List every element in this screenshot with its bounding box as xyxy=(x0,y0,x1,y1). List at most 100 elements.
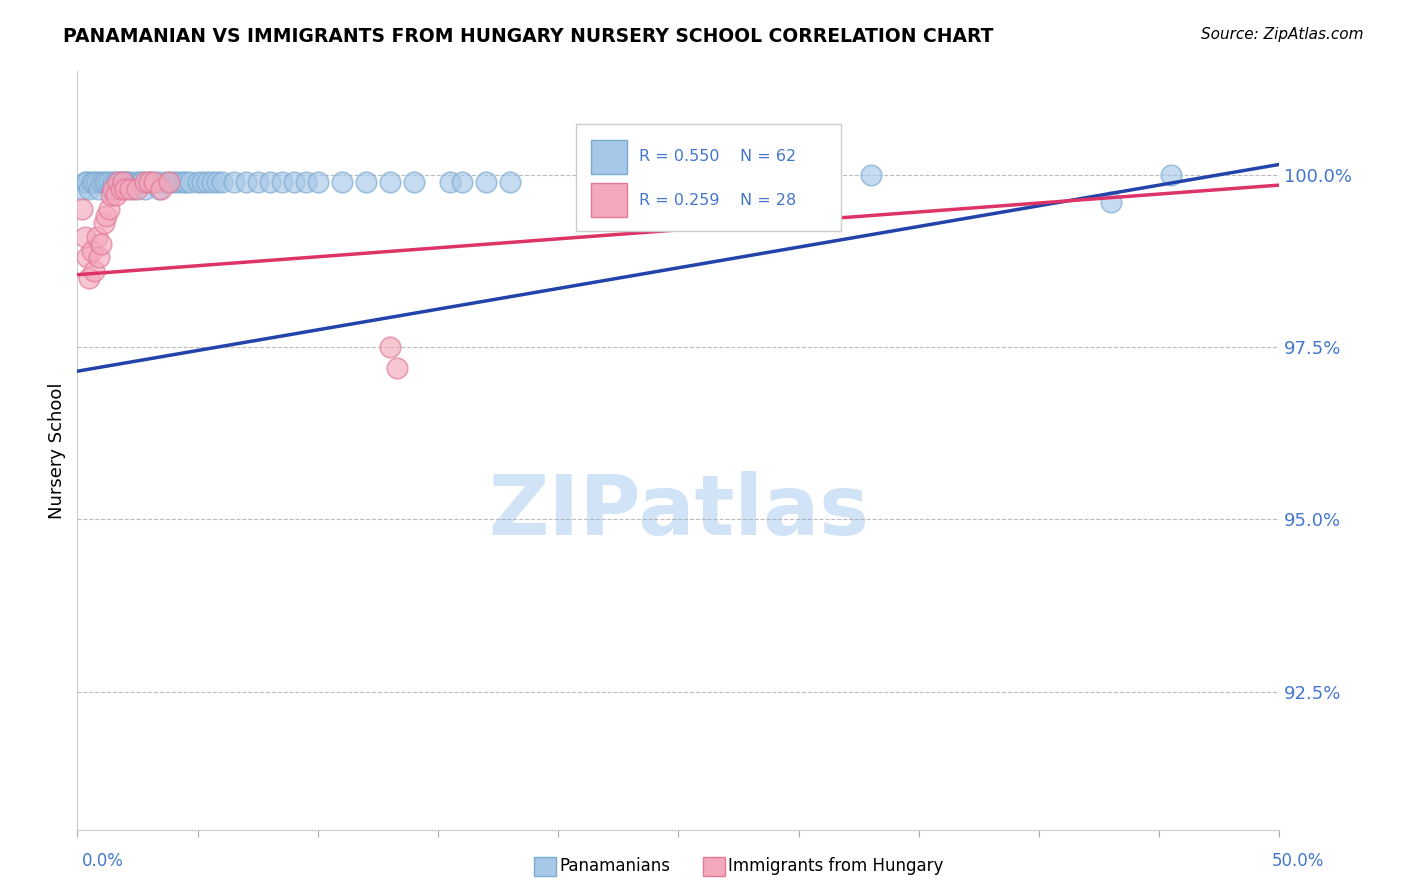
Point xyxy=(172,175,194,189)
Point xyxy=(120,175,142,189)
Point xyxy=(70,202,93,217)
Point xyxy=(83,264,105,278)
Point xyxy=(150,181,173,195)
Point xyxy=(246,175,269,189)
FancyBboxPatch shape xyxy=(576,124,841,230)
Text: ZIPatlas: ZIPatlas xyxy=(488,471,869,551)
Point xyxy=(97,202,120,217)
Point xyxy=(153,175,176,189)
Point xyxy=(354,175,377,189)
Point xyxy=(205,175,228,189)
Point xyxy=(294,175,316,189)
Point xyxy=(138,175,160,189)
Point xyxy=(76,175,98,189)
Point xyxy=(439,175,461,189)
Point xyxy=(107,175,129,189)
Point xyxy=(1160,168,1182,182)
Point xyxy=(96,209,118,223)
Text: Immigrants from Hungary: Immigrants from Hungary xyxy=(728,857,943,875)
Point xyxy=(1099,195,1122,210)
Point xyxy=(162,175,184,189)
Point xyxy=(120,181,142,195)
Text: 0.0%: 0.0% xyxy=(82,852,124,870)
Point xyxy=(114,175,136,189)
Point xyxy=(195,175,218,189)
Point xyxy=(111,175,134,189)
Point xyxy=(87,251,110,265)
Point xyxy=(307,175,329,189)
Point xyxy=(378,175,401,189)
Point xyxy=(134,175,156,189)
Point xyxy=(475,175,498,189)
Point xyxy=(128,175,150,189)
Point xyxy=(131,175,153,189)
Point xyxy=(186,175,209,189)
Point xyxy=(103,175,125,189)
Point xyxy=(167,175,190,189)
Point xyxy=(90,236,112,251)
Point xyxy=(378,340,401,354)
Point xyxy=(79,271,101,285)
Point xyxy=(157,175,180,189)
Text: Source: ZipAtlas.com: Source: ZipAtlas.com xyxy=(1201,27,1364,42)
Point xyxy=(235,175,257,189)
Point xyxy=(330,175,353,189)
Text: PANAMANIAN VS IMMIGRANTS FROM HUNGARY NURSERY SCHOOL CORRELATION CHART: PANAMANIAN VS IMMIGRANTS FROM HUNGARY NU… xyxy=(63,27,994,45)
Point xyxy=(270,175,292,189)
Point xyxy=(138,175,160,189)
Text: 50.0%: 50.0% xyxy=(1272,852,1324,870)
Point xyxy=(83,175,105,189)
Point xyxy=(93,216,115,230)
Text: Panamanians: Panamanians xyxy=(560,857,671,875)
Text: R = 0.259    N = 28: R = 0.259 N = 28 xyxy=(638,193,796,208)
Point xyxy=(70,181,93,195)
Point xyxy=(127,175,149,189)
Point xyxy=(117,175,139,189)
Point xyxy=(100,181,122,195)
Point xyxy=(104,175,127,189)
Point xyxy=(211,175,233,189)
Point xyxy=(114,181,136,195)
FancyBboxPatch shape xyxy=(591,139,627,174)
Point xyxy=(222,175,245,189)
Point xyxy=(79,181,101,195)
Point xyxy=(174,175,197,189)
Point xyxy=(73,175,96,189)
Point xyxy=(76,251,98,265)
Point xyxy=(110,181,132,195)
Point xyxy=(859,168,882,182)
Text: R = 0.550    N = 62: R = 0.550 N = 62 xyxy=(638,149,796,164)
Point xyxy=(259,175,281,189)
Point xyxy=(127,181,149,195)
Point xyxy=(179,175,201,189)
Point xyxy=(107,175,129,189)
Point xyxy=(145,175,167,189)
Point xyxy=(80,175,103,189)
Point xyxy=(148,181,170,195)
Point xyxy=(385,360,408,375)
Point xyxy=(191,175,214,189)
Point xyxy=(86,175,108,189)
Point xyxy=(111,175,134,189)
Point xyxy=(134,181,156,195)
Y-axis label: Nursery School: Nursery School xyxy=(48,382,66,519)
Point xyxy=(90,175,112,189)
FancyBboxPatch shape xyxy=(591,183,627,217)
Point xyxy=(143,175,166,189)
Point xyxy=(157,175,180,189)
Point xyxy=(73,229,96,244)
Point xyxy=(86,229,108,244)
Point xyxy=(121,181,143,195)
Point xyxy=(87,181,110,195)
Point xyxy=(402,175,425,189)
Point xyxy=(96,175,118,189)
Point xyxy=(80,244,103,258)
Point xyxy=(97,175,120,189)
Point xyxy=(499,175,522,189)
Point xyxy=(283,175,305,189)
Point xyxy=(100,188,122,202)
Point xyxy=(110,175,132,189)
Point xyxy=(451,175,474,189)
Point xyxy=(141,175,163,189)
Point xyxy=(103,181,125,195)
